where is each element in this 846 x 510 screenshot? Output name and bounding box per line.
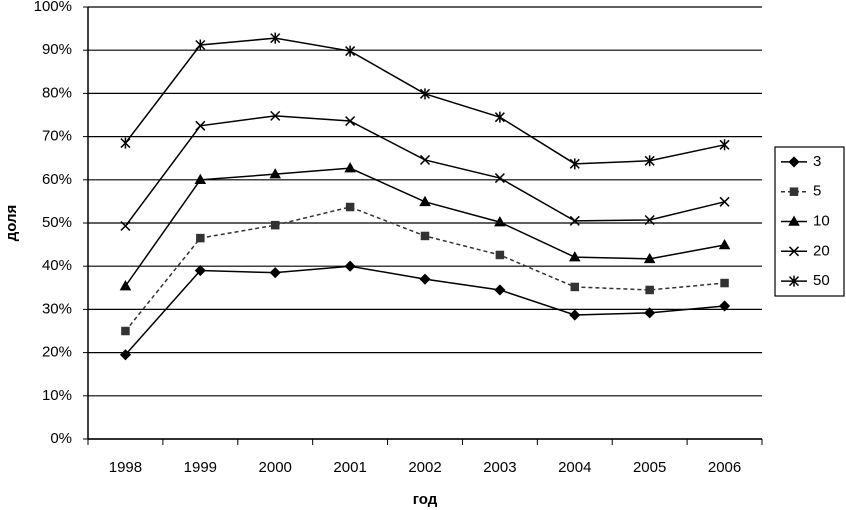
marker [569, 158, 580, 170]
y-tick-label: 50% [42, 214, 72, 231]
marker [121, 326, 130, 336]
y-tick-label: 60% [42, 171, 72, 188]
marker [494, 284, 506, 296]
marker [718, 239, 731, 250]
marker [718, 300, 731, 312]
marker [344, 260, 356, 272]
y-axis-title: доля [3, 205, 20, 242]
x-axis-title: год [413, 491, 438, 508]
marker [719, 139, 730, 151]
marker [119, 349, 132, 361]
x-tick-label: 2006 [708, 459, 741, 476]
marker [270, 110, 281, 121]
marker [788, 215, 800, 226]
x-tick-label: 2000 [259, 459, 292, 476]
marker [788, 246, 800, 257]
marker [269, 267, 281, 279]
marker [568, 251, 581, 262]
marker [419, 273, 431, 285]
marker [643, 252, 656, 264]
marker [788, 275, 800, 287]
marker [419, 154, 431, 165]
legend-label: 20 [813, 242, 830, 259]
marker [344, 162, 356, 173]
marker [119, 280, 132, 291]
marker [719, 196, 730, 207]
marker [270, 32, 281, 44]
marker [720, 278, 729, 288]
series-line [124, 115, 725, 227]
y-tick-label: 80% [42, 84, 72, 101]
marker [195, 120, 206, 131]
legend-label: 10 [813, 212, 830, 229]
marker [789, 187, 799, 196]
y-tick-label: 20% [42, 344, 72, 361]
marker [194, 264, 206, 277]
x-tick-label: 2004 [558, 459, 591, 476]
marker [420, 231, 430, 241]
marker [120, 220, 131, 232]
x-tick-label: 2003 [483, 459, 516, 476]
y-tick-label: 90% [42, 41, 72, 58]
marker [419, 88, 431, 100]
marker [345, 45, 356, 57]
marker [788, 156, 800, 168]
marker [495, 250, 505, 260]
y-tick-label: 70% [42, 128, 72, 145]
x-tick-label: 1999 [184, 459, 217, 476]
y-tick-label: 10% [42, 387, 72, 404]
marker [645, 285, 654, 295]
marker [569, 215, 580, 226]
y-tick-label: 100% [34, 0, 72, 15]
marker [644, 155, 655, 167]
marker [644, 307, 656, 319]
marker [419, 195, 431, 207]
x-tick-label: 2005 [633, 459, 666, 476]
series-line [124, 37, 725, 165]
series-line [124, 167, 725, 287]
marker [569, 309, 581, 321]
marker [196, 233, 205, 243]
marker [269, 168, 282, 179]
y-tick-label: 30% [42, 300, 72, 317]
marker [570, 282, 580, 292]
legend-label: 50 [813, 272, 830, 289]
marker [345, 202, 355, 212]
x-tick-label: 2002 [408, 459, 441, 476]
marker [194, 173, 207, 185]
series-line [124, 206, 725, 332]
marker [644, 214, 655, 226]
x-tick-label: 2001 [333, 459, 366, 476]
legend-label: 3 [813, 153, 821, 170]
y-tick-label: 0% [50, 430, 72, 447]
marker [494, 111, 505, 123]
x-tick-label: 1998 [109, 459, 142, 476]
marker [120, 137, 131, 149]
marker [494, 216, 506, 227]
y-tick-label: 40% [42, 257, 72, 274]
marker [270, 220, 280, 230]
marker [494, 173, 505, 184]
marker [345, 116, 356, 127]
legend-label: 5 [813, 183, 821, 200]
marker [195, 39, 206, 51]
